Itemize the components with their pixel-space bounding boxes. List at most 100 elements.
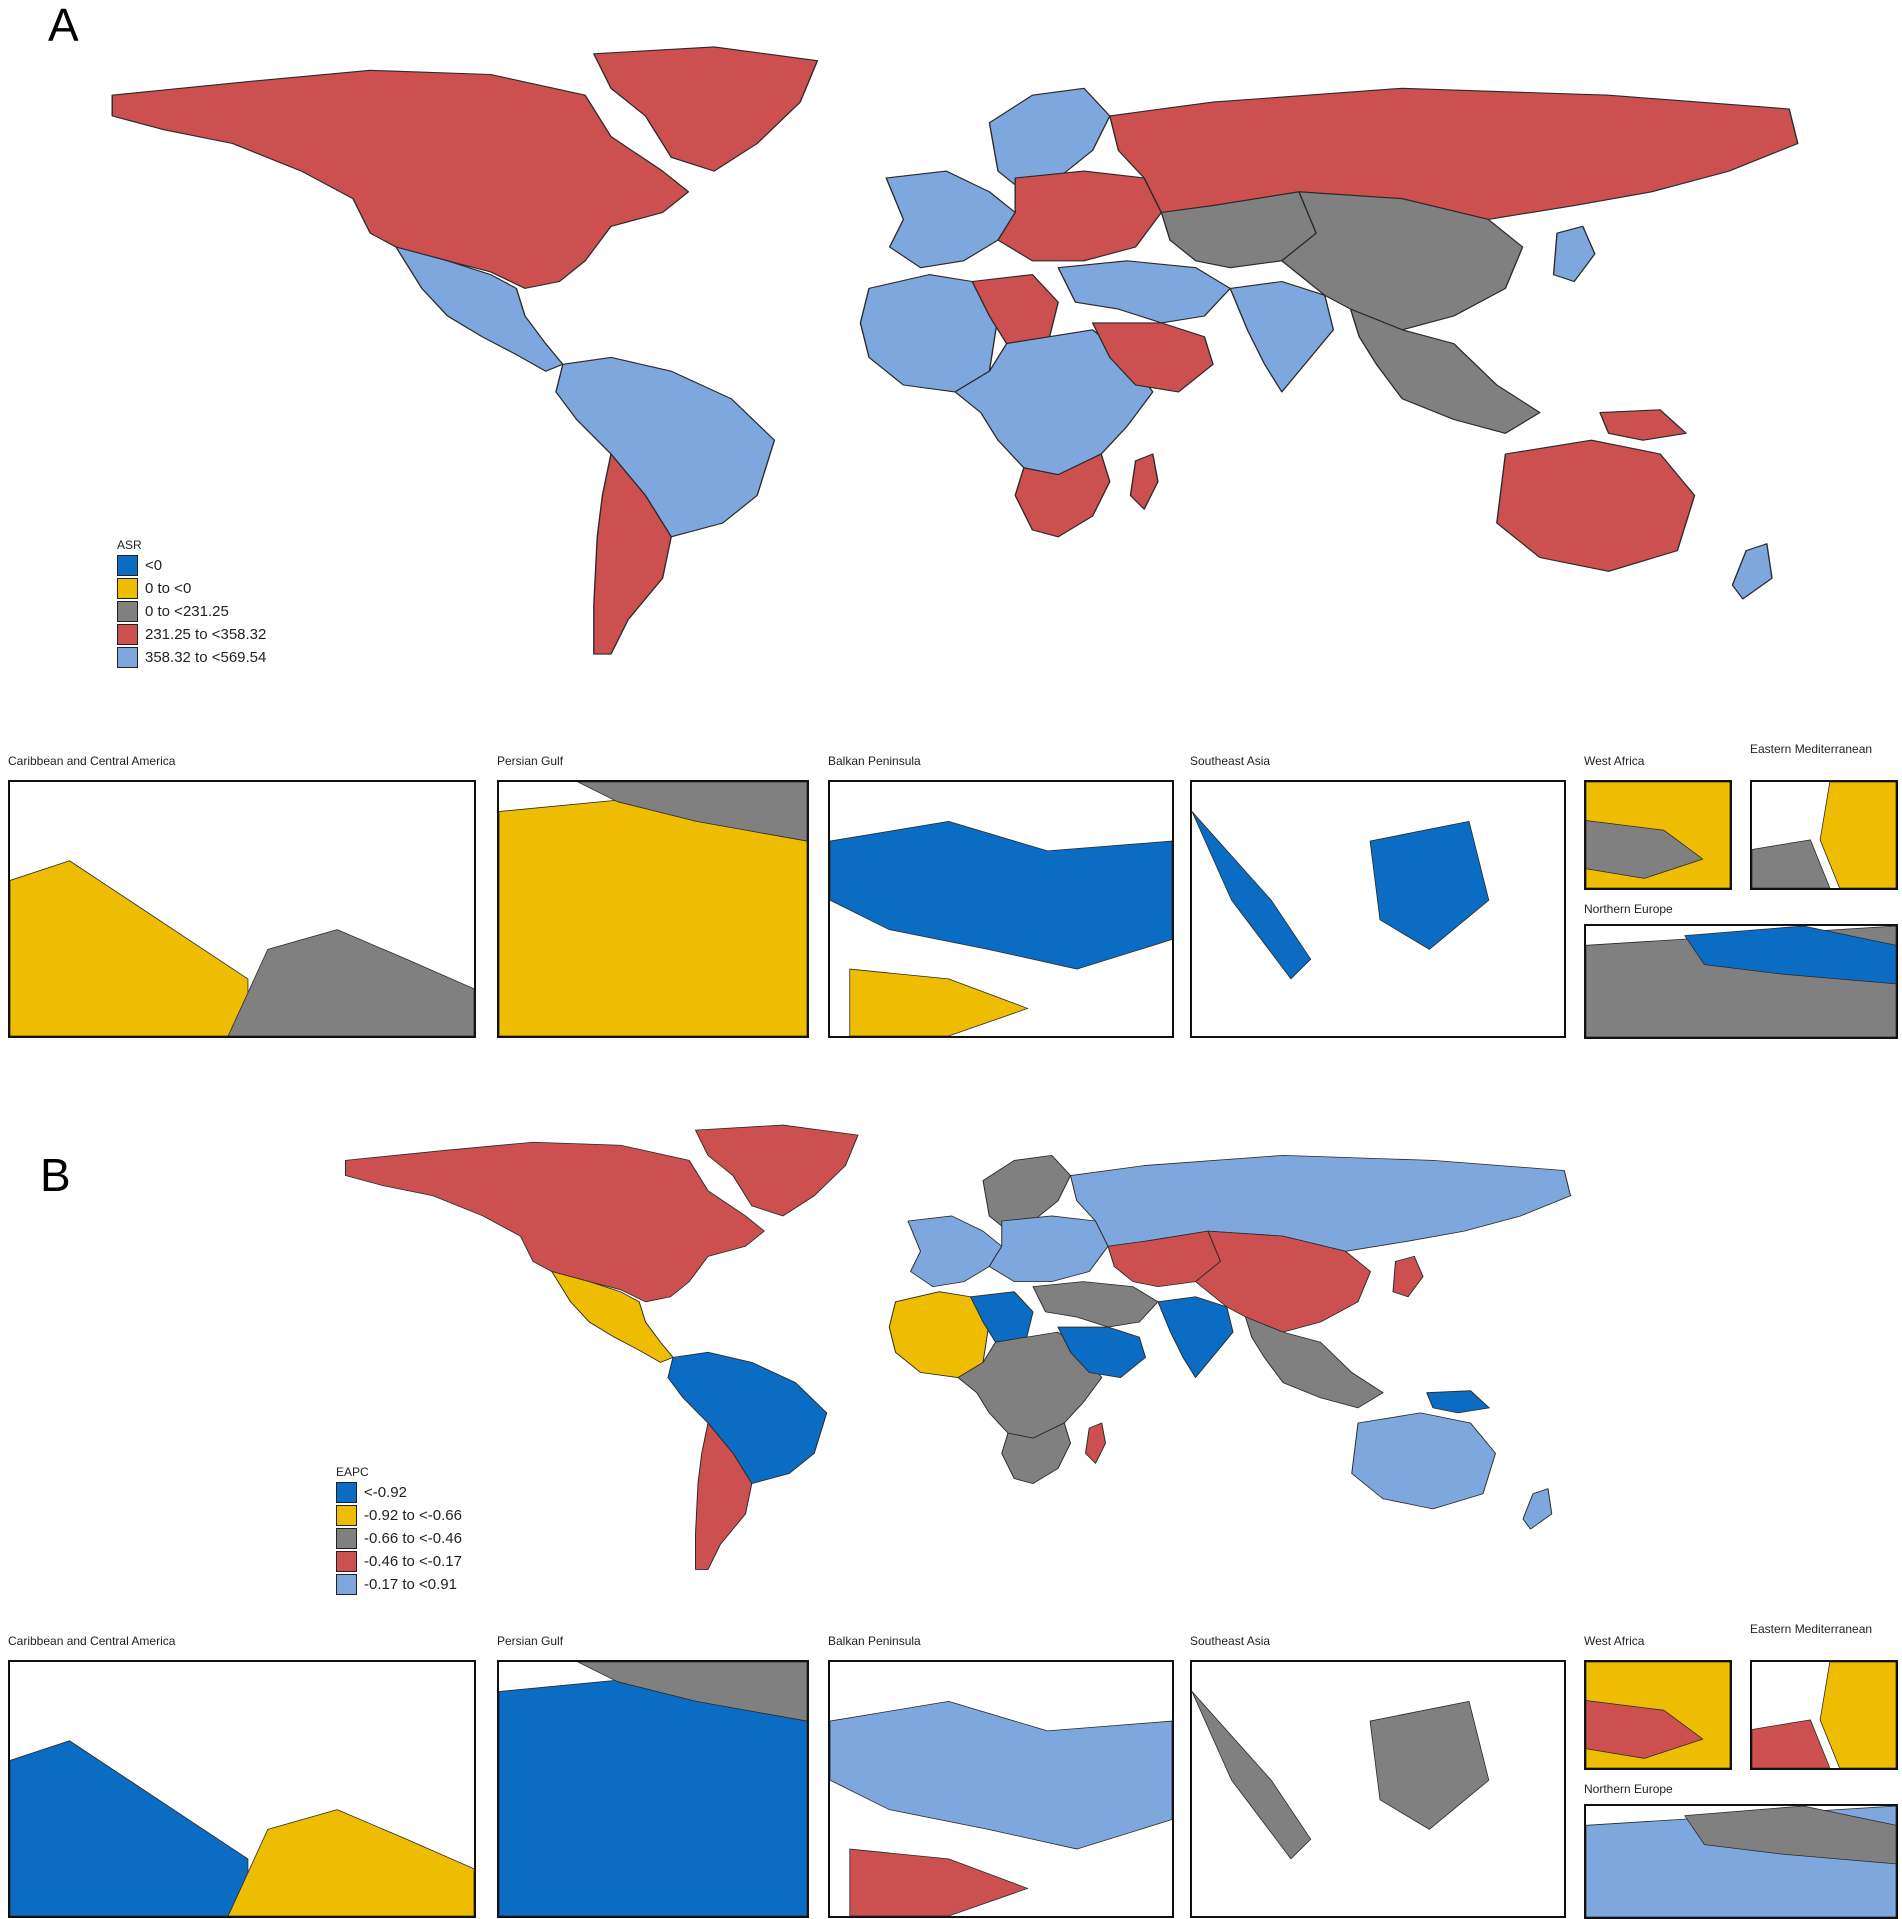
- inset-land-main: [1819, 1662, 1896, 1768]
- legend-item: -0.66 to <-0.46: [336, 1527, 462, 1550]
- inset-title: West Africa: [1584, 754, 1645, 768]
- inset-title: Balkan Peninsula: [828, 1634, 921, 1648]
- legend-title: ASR: [117, 538, 142, 552]
- legend-swatch: [336, 1528, 357, 1549]
- region-europe-east: [997, 170, 1163, 262]
- legend-swatch: [117, 647, 138, 668]
- inset-title: Balkan Peninsula: [828, 754, 921, 768]
- region-png: [1599, 409, 1687, 441]
- legend-label: 231.25 to <358.32: [145, 626, 267, 643]
- inset-land-alt: [577, 1662, 807, 1722]
- region-europe-west: [907, 1215, 1003, 1288]
- legend-asr: ASR <0 0 to <0 0 to <231.25 231.25 to <358.…: [117, 538, 266, 669]
- inset-map: [828, 780, 1174, 1038]
- inset-title: Caribbean and Central America: [8, 754, 176, 768]
- inset-land-main: [1192, 1691, 1312, 1860]
- legend-swatch: [336, 1482, 357, 1503]
- region-south-america-north: [555, 356, 776, 538]
- region-madagascar: [1129, 453, 1159, 510]
- inset-land-main: [10, 1740, 249, 1916]
- legend-label: -0.92 to <-0.66: [364, 1507, 462, 1524]
- inset-map: [497, 780, 809, 1038]
- inset-land-main: [830, 1700, 1172, 1850]
- region-africa-central: [954, 329, 1154, 476]
- inset-land-alt: [1586, 820, 1704, 879]
- legend-title: EAPC: [336, 1465, 369, 1479]
- inset-land-alt: [1369, 820, 1490, 950]
- region-new-zealand: [1522, 1488, 1553, 1530]
- legend-label: <0: [145, 557, 163, 574]
- region-china-mongolia: [1281, 191, 1524, 331]
- region-australia: [1351, 1412, 1496, 1510]
- region-japan: [1552, 225, 1596, 283]
- legend-item: <0: [117, 554, 266, 577]
- region-australia: [1496, 439, 1696, 572]
- legend-swatch: [117, 601, 138, 622]
- region-png: [1426, 1390, 1490, 1414]
- legend-label: <-0.92: [364, 1484, 407, 1501]
- legend-item: 231.25 to <358.32: [117, 623, 266, 646]
- region-greenland: [593, 46, 819, 172]
- inset-title: Persian Gulf: [497, 1634, 564, 1648]
- legend-swatch: [117, 555, 138, 576]
- legend-swatch: [336, 1551, 357, 1572]
- inset-map: [1750, 780, 1898, 890]
- legend-label: -0.46 to <-0.17: [364, 1553, 462, 1570]
- inset-land-alt: [849, 1848, 1029, 1916]
- region-scandinavia: [988, 87, 1111, 193]
- region-europe-east: [988, 1215, 1109, 1283]
- inset-title: Persian Gulf: [497, 754, 564, 768]
- region-southeast-asia: [1349, 308, 1541, 434]
- region-southern-africa: [1014, 453, 1111, 538]
- inset-land-alt: [1586, 1700, 1704, 1759]
- region-russia: [1070, 1154, 1571, 1252]
- inset-map: [1750, 1660, 1898, 1770]
- inset-title: Northern Europe: [1584, 902, 1673, 916]
- inset-land-alt: [227, 929, 474, 1036]
- legend-label: 358.32 to <569.54: [145, 649, 267, 666]
- region-north-america: [345, 1141, 765, 1303]
- inset-map: [1584, 924, 1898, 1039]
- inset-title: Southeast Asia: [1190, 754, 1271, 768]
- inset-land-main: [10, 860, 249, 1036]
- inset-title: Eastern Mediterranean: [1750, 742, 1873, 756]
- region-middle-east: [1057, 260, 1231, 324]
- legend-item: -0.17 to <0.91: [336, 1573, 462, 1596]
- inset-land-alt: [1684, 1806, 1896, 1865]
- region-southern-cone: [593, 453, 672, 655]
- inset-land-alt: [1684, 926, 1896, 985]
- region-southeast-asia: [1245, 1316, 1384, 1409]
- inset-map: [1190, 1660, 1566, 1918]
- region-india: [1229, 280, 1335, 393]
- legend-label: 0 to <0: [145, 580, 192, 597]
- legend-swatch: [336, 1505, 357, 1526]
- inset-land-alt: [1752, 1719, 1831, 1768]
- region-arabia: [1091, 322, 1214, 393]
- legend-item: 0 to <0: [117, 577, 266, 600]
- legend-swatch: [117, 578, 138, 599]
- world-map-a: [111, 46, 1799, 655]
- region-north-america: [111, 69, 690, 289]
- legend-item: -0.46 to <-0.17: [336, 1550, 462, 1573]
- legend-item: 358.32 to <569.54: [117, 646, 266, 669]
- legend-swatch: [336, 1574, 357, 1595]
- inset-land-alt: [1752, 839, 1831, 888]
- region-new-zealand: [1731, 543, 1773, 600]
- region-china-mongolia: [1195, 1230, 1371, 1333]
- inset-map: [8, 780, 476, 1038]
- region-arabia: [1057, 1326, 1146, 1378]
- region-southern-africa: [1001, 1422, 1071, 1485]
- legend-label: -0.17 to <0.91: [364, 1576, 457, 1593]
- region-southern-cone: [695, 1422, 753, 1570]
- region-greenland: [695, 1124, 859, 1217]
- inset-land-alt: [849, 968, 1029, 1036]
- inset-map: [1584, 1804, 1898, 1919]
- inset-map: [8, 1660, 476, 1918]
- inset-map: [1584, 780, 1732, 890]
- region-japan: [1392, 1255, 1424, 1298]
- inset-land-alt: [1369, 1700, 1490, 1830]
- inset-map: [1584, 1660, 1732, 1770]
- inset-map: [1190, 780, 1566, 1038]
- legend-eapc: EAPC <-0.92 -0.92 to <-0.66 -0.66 to <-0.4…: [336, 1465, 462, 1596]
- region-south-america-north: [667, 1351, 828, 1485]
